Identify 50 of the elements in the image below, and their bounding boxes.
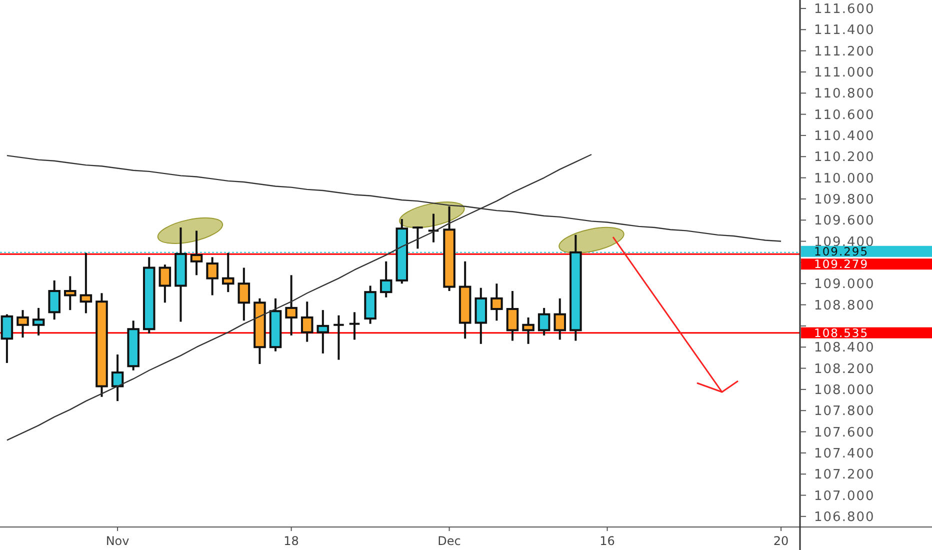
x-tick-label: Dec	[438, 534, 461, 548]
y-tick-label: 109.600	[814, 214, 875, 229]
candlestick	[285, 274, 298, 336]
candlestick	[80, 252, 92, 314]
x-tick-label: Nov	[106, 534, 130, 548]
candlestick	[48, 279, 60, 321]
x-tick-label: 18	[284, 534, 299, 548]
y-tick-label: 111.200	[814, 44, 875, 60]
y-tick-label: 106.800	[814, 510, 875, 525]
y-tick-label: 111.400	[814, 23, 875, 38]
y-tick-label: 111.600	[814, 2, 875, 18]
y-tick-label: 110.000	[814, 171, 875, 186]
y-tick-label: 108.000	[814, 382, 875, 398]
candlestick	[538, 306, 550, 336]
candlestick	[32, 306, 45, 336]
candlestick	[64, 275, 76, 312]
y-tick-label: 107.600	[814, 425, 875, 440]
candlestick	[206, 256, 218, 296]
candlestick	[0, 313, 14, 364]
candlestick	[158, 264, 172, 304]
candlestick	[522, 316, 534, 345]
y-tick-label: 109.000	[814, 277, 875, 292]
ref-line-label: 109.279	[814, 257, 869, 272]
candlestick	[16, 309, 29, 339]
candlestick	[380, 260, 392, 298]
y-tick-label: 109.800	[814, 192, 875, 208]
candlestick	[222, 252, 234, 294]
candlestick	[190, 230, 203, 276]
candlestick	[490, 282, 503, 322]
ref-line-label: 108.535	[814, 326, 869, 340]
y-tick-label: 110.800	[814, 86, 875, 102]
y-tick-label: 108.800	[814, 298, 875, 314]
y-tick-label: 110.600	[814, 108, 875, 123]
candlestick	[111, 354, 124, 402]
y-tick-label: 108.400	[814, 340, 875, 356]
candlestick	[506, 290, 519, 342]
candlestick	[300, 300, 314, 343]
y-tick-label: 107.000	[814, 488, 875, 504]
candlestick	[238, 266, 250, 322]
y-tick-label: 108.200	[814, 362, 875, 377]
candlestick	[316, 309, 330, 354]
x-tick-label: 20	[773, 534, 789, 548]
y-tick-label: 107.800	[814, 404, 875, 420]
y-tick-label: 110.200	[814, 150, 875, 166]
y-tick-label: 110.400	[814, 129, 875, 144]
y-tick-label: 107.200	[814, 468, 875, 483]
x-tick-label: 16	[600, 534, 615, 548]
y-tick-label: 107.400	[814, 446, 875, 462]
candlestick	[554, 297, 566, 341]
y-tick-label: 111.000	[814, 66, 875, 81]
